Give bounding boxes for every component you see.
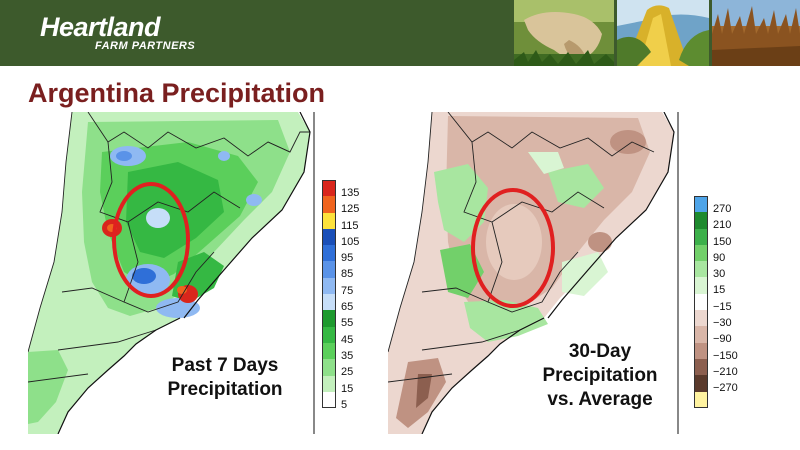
- legend-swatch: [694, 212, 708, 229]
- legend-swatch: [694, 261, 708, 278]
- legend-swatch: [322, 245, 336, 262]
- caption-line: Precipitation: [167, 379, 283, 400]
- legend-label: −150: [713, 349, 738, 362]
- legend-label: 30: [713, 268, 726, 281]
- legend-swatch: [694, 228, 708, 245]
- legend-swatch: [322, 326, 336, 343]
- legend-label: −210: [713, 365, 738, 378]
- legend-label: 115: [341, 219, 359, 232]
- legend-swatch: [694, 391, 708, 408]
- legend-swatch: [322, 342, 336, 360]
- legend-swatch: [694, 310, 708, 327]
- legend-label: 35: [341, 349, 354, 362]
- caption-line: Precipitation: [542, 365, 658, 386]
- legend-label: 15: [341, 382, 354, 395]
- legend-label: 85: [341, 268, 354, 281]
- header-banner: Heartland FARM PARTNERS: [0, 0, 800, 66]
- corn-photo: [617, 0, 709, 66]
- legend-label: 15: [713, 284, 726, 297]
- legend-label: −90: [713, 333, 732, 346]
- legend-label: 95: [341, 252, 354, 265]
- legend-label: 5: [341, 398, 348, 411]
- caption-line: 30-Day: [568, 341, 632, 362]
- legend-label: −270: [713, 382, 738, 395]
- precip-7day-caption: Past 7 Days Precipitation: [140, 354, 310, 402]
- legend-swatch: [694, 342, 708, 359]
- legend-swatch: [322, 212, 336, 229]
- precip-7day-map: [28, 112, 318, 434]
- company-logo: Heartland FARM PARTNERS: [40, 12, 196, 53]
- legend-swatch: [694, 326, 708, 343]
- legend-label: 270: [713, 203, 732, 215]
- caption-line: vs. Average: [547, 389, 653, 410]
- cow-photo: [514, 0, 614, 66]
- legend-swatch: [694, 196, 708, 213]
- legend-swatch: [322, 196, 336, 213]
- legend-label: 90: [713, 251, 726, 264]
- legend-label: 135: [341, 187, 360, 199]
- legend-label: 150: [713, 235, 732, 248]
- legend-label: 210: [713, 219, 732, 232]
- legend-swatch: [694, 293, 708, 311]
- legend-swatch: [322, 261, 336, 278]
- legend-swatch: [694, 358, 708, 376]
- legend-swatch: [694, 375, 708, 392]
- caption-line: Past 7 Days: [171, 355, 279, 376]
- legend-swatch: [322, 277, 336, 295]
- legend-swatch: [322, 391, 336, 409]
- precip-30day-caption: 30-Day Precipitation vs. Average: [520, 340, 680, 412]
- legend-label: 75: [341, 284, 354, 297]
- legend-swatch: [322, 375, 336, 392]
- legend-label: −30: [713, 317, 732, 330]
- legend-label: −15: [713, 300, 732, 313]
- legend-swatch: [322, 359, 336, 376]
- precip-30day-anomaly-map: [388, 112, 682, 434]
- legend-label: 125: [341, 203, 360, 216]
- logo-main-text: Heartland: [40, 12, 161, 42]
- legend-swatch: [322, 294, 336, 311]
- page-title: Argentina Precipitation: [28, 78, 326, 108]
- legend-label: 45: [341, 333, 354, 346]
- legend-swatch: [694, 244, 708, 262]
- legend-label: 55: [341, 317, 354, 330]
- legend-swatch: [694, 277, 708, 294]
- legend-swatch: [322, 228, 336, 246]
- logo-sub-text: FARM PARTNERS: [95, 40, 196, 52]
- soybean-photo: [712, 0, 800, 66]
- legend-swatch: [322, 180, 336, 197]
- legend-swatch: [322, 310, 336, 327]
- legend-label: 25: [341, 366, 354, 379]
- legend-label: 105: [341, 235, 360, 248]
- legend-label: 65: [341, 301, 354, 314]
